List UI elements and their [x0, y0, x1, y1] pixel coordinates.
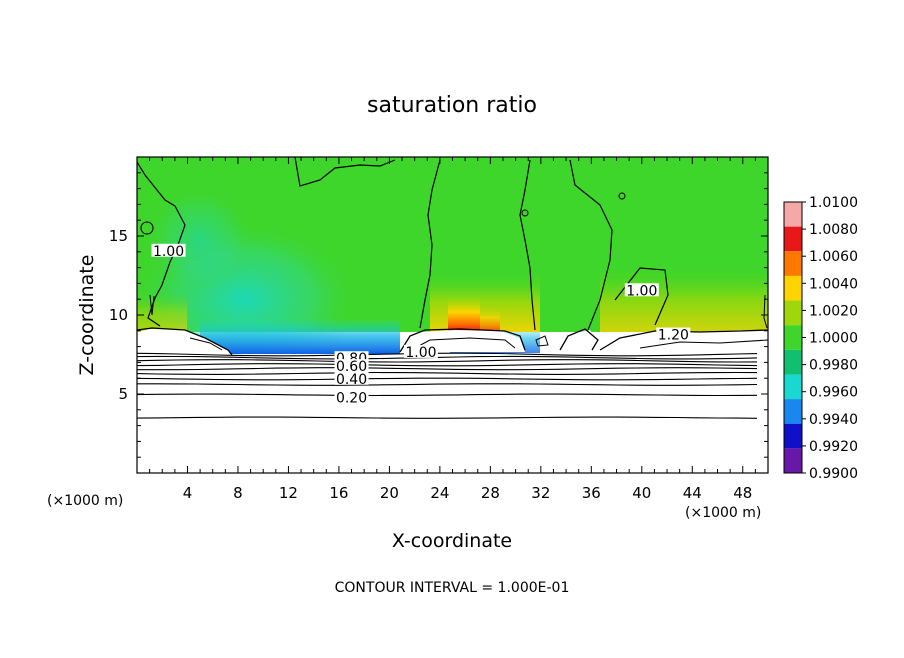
contour-label: 0.40 — [336, 372, 367, 388]
colorbar-swatch — [784, 349, 802, 375]
colorbar-label: 1.0060 — [809, 249, 858, 265]
colorbar-swatch — [784, 275, 802, 301]
colorbar-label: 0.9920 — [809, 439, 858, 455]
colorbar-swatch — [784, 226, 802, 252]
x-axis-label: X-coordinate — [392, 530, 512, 552]
colorbar-swatch — [784, 202, 802, 227]
colorbar-swatch — [784, 300, 802, 326]
contour-label: 1.00 — [153, 244, 184, 260]
x-tick-label: 36 — [582, 484, 601, 502]
colorbar-label: 1.0040 — [809, 276, 858, 292]
x-tick-label: 12 — [279, 484, 298, 502]
x-tick-label: 32 — [531, 484, 550, 502]
contour-label: 0.60 — [336, 359, 367, 375]
x-tick-label: 24 — [430, 484, 449, 502]
x-tick-label: 8 — [233, 484, 243, 502]
contour-line — [137, 352, 758, 357]
contour-labels: 1.001.001.001.200.800.600.400.20 — [151, 243, 691, 407]
colorbar-label: 0.9900 — [809, 466, 858, 482]
colorbar-label: 1.0000 — [809, 331, 858, 347]
chart-title: saturation ratio — [367, 93, 537, 118]
x-tick-label: 48 — [733, 484, 752, 502]
contour-interval-note: CONTOUR INTERVAL = 1.000E-01 — [335, 580, 570, 596]
contour-line — [137, 416, 758, 419]
contour-label-bg — [656, 327, 691, 341]
contour-label-bg — [334, 390, 369, 404]
contour-line — [137, 383, 758, 386]
colorbar-label: 0.9960 — [809, 385, 858, 401]
contour-label: 0.20 — [336, 391, 367, 407]
contour-line — [137, 371, 758, 375]
colorbar-label: 0.9940 — [809, 412, 858, 428]
x-tick-label: 28 — [481, 484, 500, 502]
x-tick-label: 16 — [329, 484, 348, 502]
x-tick-label: 44 — [683, 484, 702, 502]
colorbar-label: 1.0020 — [809, 303, 858, 319]
colorbar-label: 1.0100 — [809, 195, 858, 211]
contour-line — [137, 359, 758, 363]
colorbar-label: 1.0080 — [809, 222, 858, 238]
contour-label: 1.00 — [405, 345, 436, 361]
contour-line — [137, 363, 758, 367]
y-axis-label: Z-coordinate — [76, 255, 98, 376]
contour-line — [137, 393, 758, 397]
contour-label: 1.00 — [626, 283, 657, 299]
contour-label-bg — [624, 283, 659, 297]
colorbar-swatch — [784, 325, 802, 350]
contour-label-bg — [334, 359, 369, 373]
contour-label-bg — [151, 243, 186, 257]
contour-label-bg — [334, 371, 369, 385]
contour-lines — [137, 352, 758, 419]
x-tick-label: 4 — [183, 484, 193, 502]
y-tick-label: 5 — [118, 385, 128, 403]
contour-line — [137, 377, 758, 381]
y-axis: 5 10 15 — [109, 172, 768, 458]
x-tick-label: 40 — [632, 484, 651, 502]
contour-line — [137, 355, 758, 360]
colorbar-label: 0.9980 — [809, 358, 858, 374]
contour-label-bg — [403, 344, 438, 358]
colorbar-swatch — [784, 399, 802, 424]
x-unit-left: (×1000 m) — [47, 493, 123, 509]
colorbar-swatch — [784, 448, 802, 473]
y-tick-label: 15 — [109, 227, 128, 245]
colorbar-swatch — [784, 374, 802, 400]
y-tick-label: 10 — [109, 306, 128, 324]
colorbar-swatch — [784, 423, 802, 449]
contour-label: 1.20 — [658, 328, 689, 344]
x-axis: 4 8 12 16 20 24 28 32 36 40 44 48 — [149, 157, 756, 502]
contour-line — [137, 367, 758, 371]
colorbar: 1.0100 1.0080 1.0060 1.0040 1.0020 1.0000 0.99… — [783, 195, 858, 482]
heatmap-field — [137, 157, 768, 473]
x-unit-right: (×1000 m) — [685, 505, 761, 521]
colorbar-swatch — [784, 251, 802, 276]
x-tick-label: 20 — [380, 484, 399, 502]
